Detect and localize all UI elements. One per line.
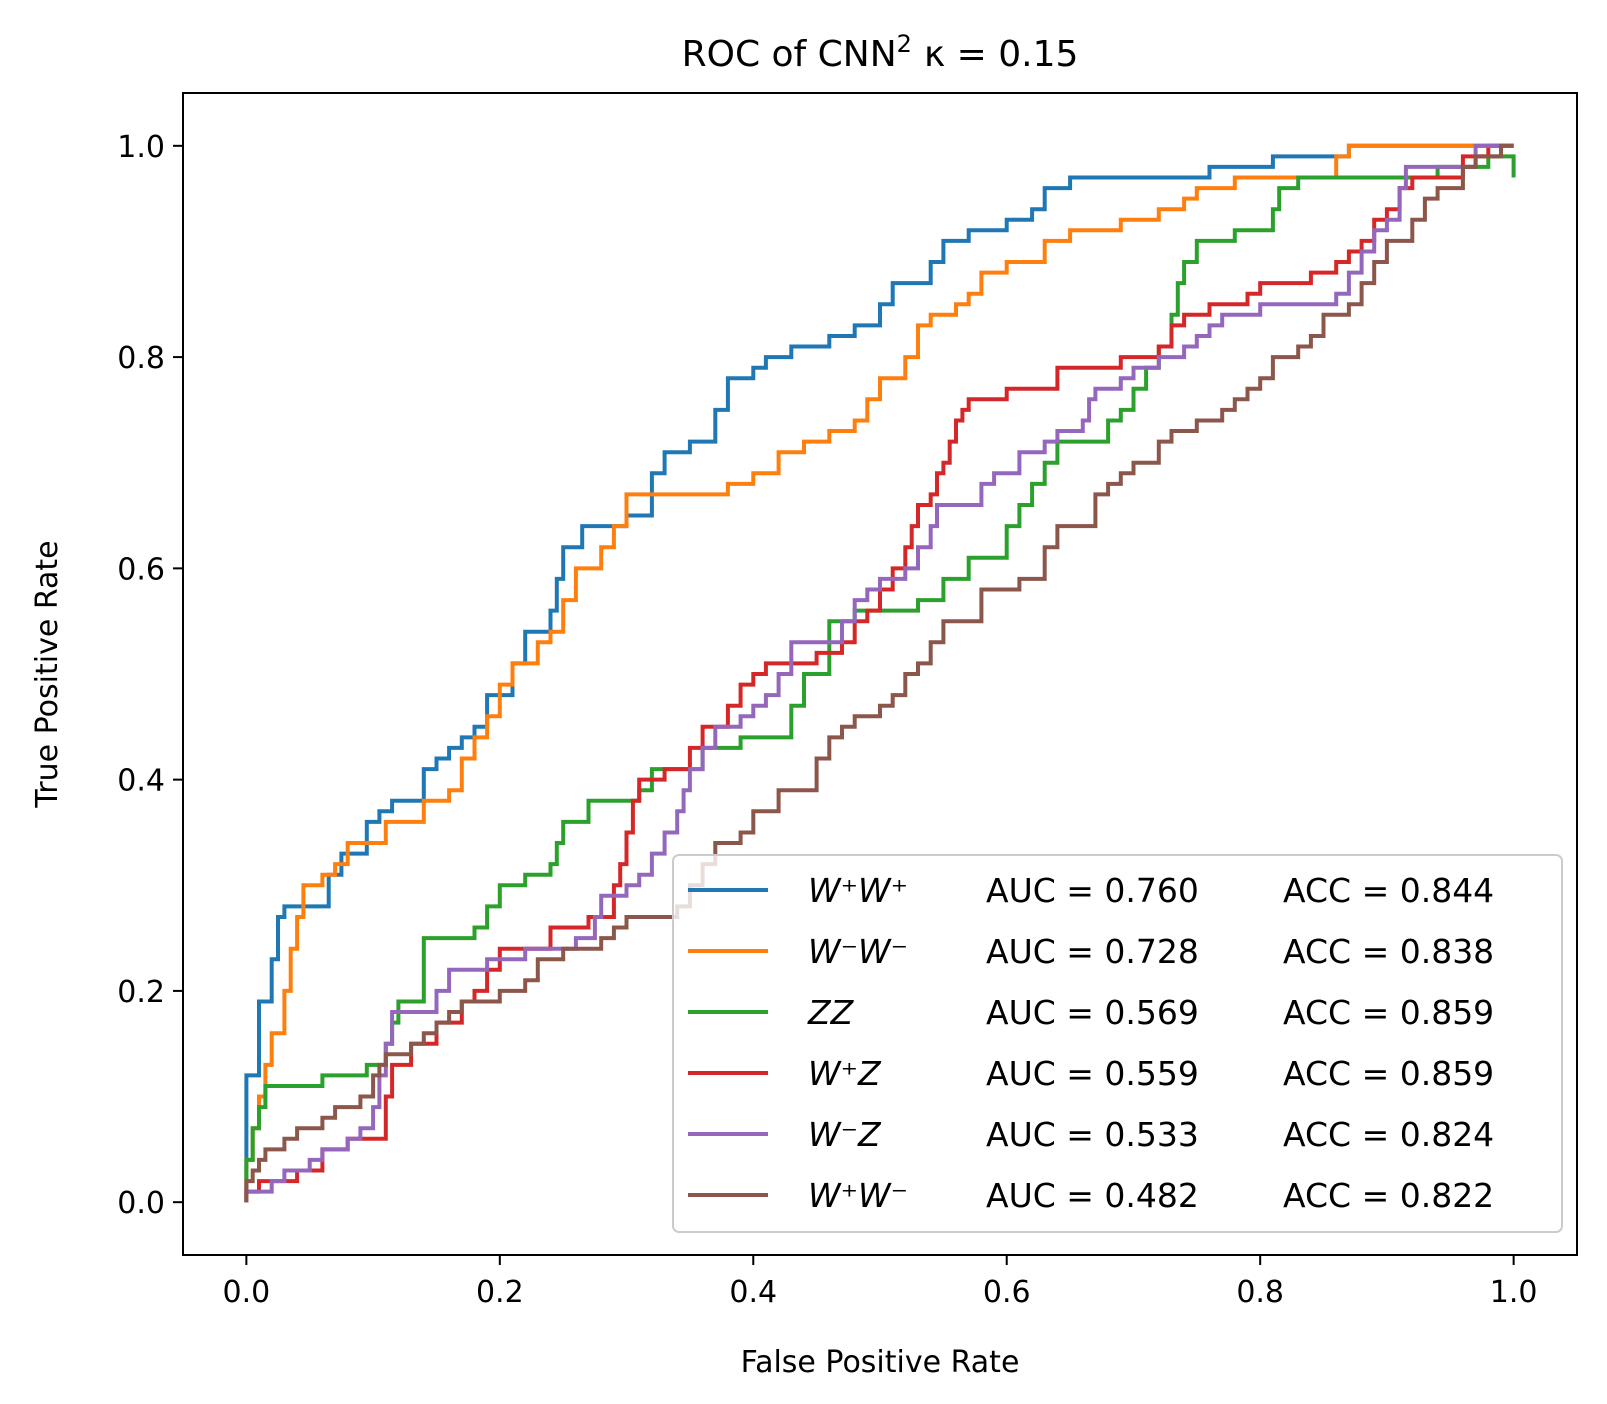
title-superscript: 2 <box>897 30 912 58</box>
x-tick-label: 0.0 <box>223 1275 271 1310</box>
legend-auc: AUC = 0.760 <box>986 871 1199 910</box>
chart-title: ROC of CNN2 κ = 0.15 <box>682 30 1079 75</box>
legend-entry: W⁺W⁻ AUC = 0.482 ACC = 0.822 <box>688 1176 1494 1215</box>
series-line-4 <box>244 143 1514 1203</box>
legend-acc: ACC = 0.859 <box>1283 1054 1494 1093</box>
legend-series-name: W⁻Z <box>808 1115 882 1154</box>
legend-acc: ACC = 0.844 <box>1283 871 1494 910</box>
title-kappa: κ = 0.15 <box>924 34 1078 75</box>
legend-entry: W⁻Z AUC = 0.533 ACC = 0.824 <box>688 1115 1494 1154</box>
y-tick-label: 0.2 <box>117 975 165 1010</box>
x-axis-ticks: 0.0 0.2 0.4 0.6 0.8 1.0 <box>223 1255 1538 1310</box>
legend-series-name: ZZ <box>807 993 855 1032</box>
legend-auc: AUC = 0.728 <box>986 932 1199 971</box>
series-line-3 <box>244 143 1514 1203</box>
y-tick-label: 0.0 <box>117 1186 165 1221</box>
series-lines <box>244 143 1516 1203</box>
y-tick-label: 1.0 <box>117 130 165 165</box>
title-main: ROC of CNN <box>682 34 897 75</box>
legend-entry: W⁺Z AUC = 0.559 ACC = 0.859 <box>688 1054 1494 1093</box>
legend-entry: W⁺W⁺ AUC = 0.760 ACC = 0.844 <box>688 871 1494 910</box>
legend: W⁺W⁺ AUC = 0.760 ACC = 0.844 W⁻W⁻ AUC = 0.72… <box>672 854 1563 1233</box>
y-axis-label: True Positive Rate <box>30 540 65 808</box>
y-tick-label: 0.8 <box>117 341 165 376</box>
legend-acc: ACC = 0.859 <box>1283 993 1494 1032</box>
legend-box <box>672 854 1563 1233</box>
legend-series-name: W⁺W⁺ <box>808 871 908 910</box>
legend-auc: AUC = 0.559 <box>986 1054 1199 1093</box>
x-tick-label: 0.4 <box>729 1275 777 1310</box>
legend-auc: AUC = 0.533 <box>986 1115 1199 1154</box>
x-tick-label: 0.6 <box>983 1275 1031 1310</box>
series-line-1 <box>244 143 1514 1203</box>
legend-entry: ZZ AUC = 0.569 ACC = 0.859 <box>688 993 1494 1032</box>
legend-series-name: W⁺Z <box>808 1054 882 1093</box>
legend-entry: W⁻W⁻ AUC = 0.728 ACC = 0.838 <box>688 932 1494 971</box>
y-tick-label: 0.4 <box>117 764 165 799</box>
legend-auc: AUC = 0.482 <box>986 1176 1199 1215</box>
legend-acc: ACC = 0.838 <box>1283 932 1494 971</box>
legend-acc: ACC = 0.822 <box>1283 1176 1494 1215</box>
x-tick-label: 1.0 <box>1490 1275 1538 1310</box>
x-axis-label: False Positive Rate <box>741 1345 1020 1380</box>
legend-series-name: W⁻W⁻ <box>808 932 908 971</box>
series-line-5 <box>244 143 1514 1203</box>
x-tick-label: 0.8 <box>1236 1275 1284 1310</box>
plot-frame <box>182 92 1578 1256</box>
legend-auc: AUC = 0.569 <box>986 993 1199 1032</box>
y-axis-ticks: 0.0 0.2 0.4 0.6 0.8 1.0 <box>117 130 183 1221</box>
y-tick-label: 0.6 <box>117 552 165 587</box>
legend-acc: ACC = 0.824 <box>1283 1115 1494 1154</box>
legend-series-name: W⁺W⁻ <box>808 1176 908 1215</box>
x-tick-label: 0.2 <box>476 1275 524 1310</box>
